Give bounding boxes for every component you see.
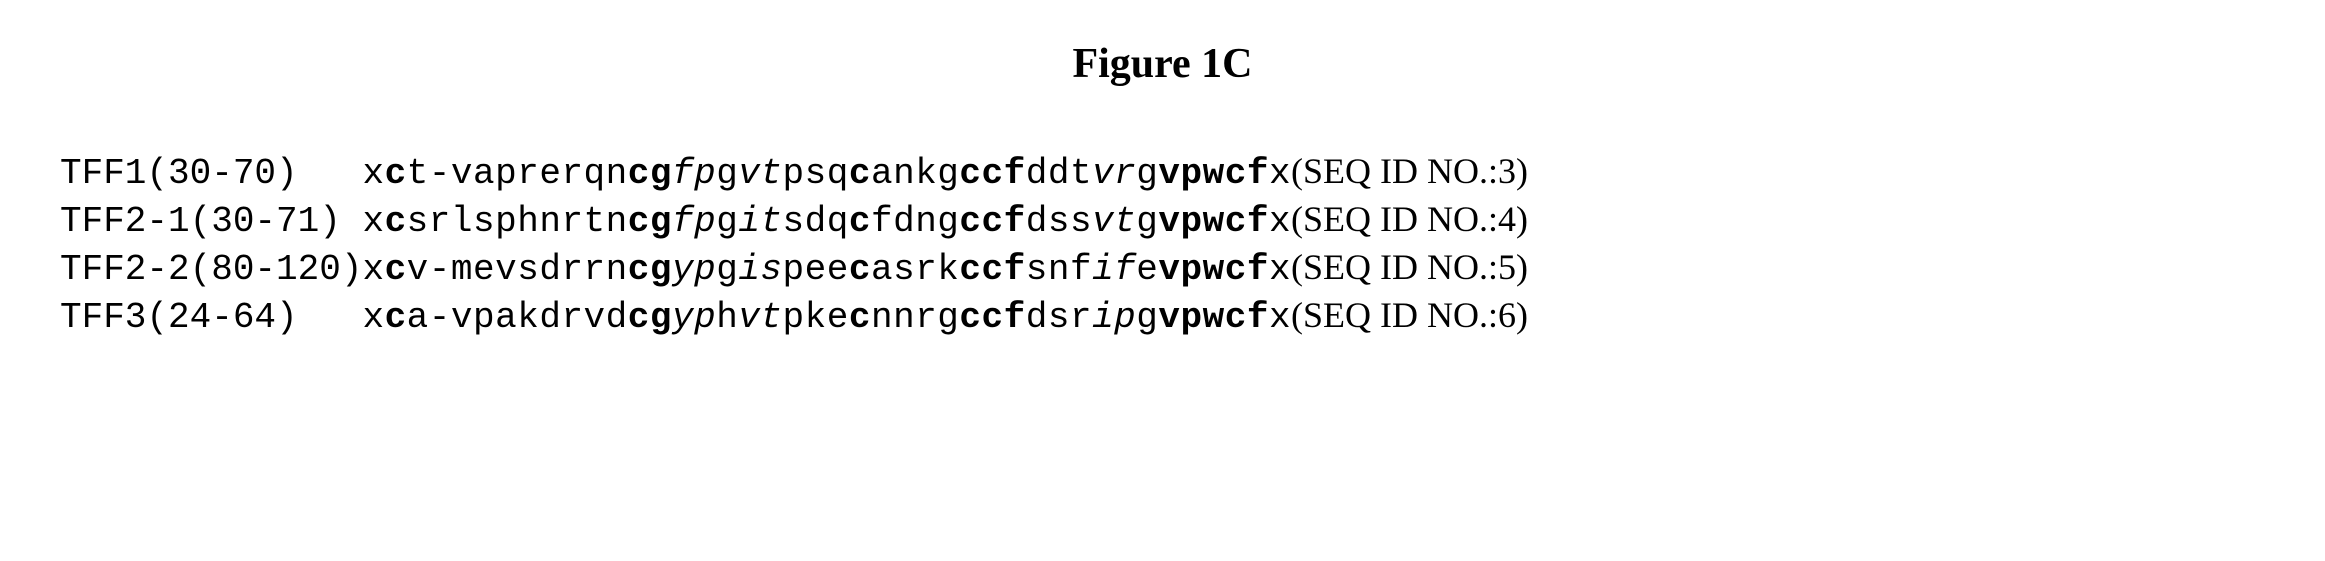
figure-title: Figure 1C bbox=[60, 40, 2265, 88]
sequence-id: (SEQ ID NO.:4) bbox=[1291, 196, 1528, 244]
sequence-body: xca-vpakdrvdcgyphvtpkecnnrgccfdsripgvpwc… bbox=[362, 292, 1291, 340]
sequence-alignment-table: TFF1(30-70)xct-vaprerqncgfpgvtpsqcankgcc… bbox=[60, 148, 1528, 340]
sequence-id: (SEQ ID NO.:3) bbox=[1291, 148, 1528, 196]
alignment-row: TFF2-1(30-71)xcsrlsphnrtncgfpgitsdqcfdng… bbox=[60, 196, 1528, 244]
sequence-body: xcv-mevsdrrncgypgispeecasrkccfsnfifevpwc… bbox=[362, 244, 1291, 292]
alignment-row: TFF3(24-64)xca-vpakdrvdcgyphvtpkecnnrgcc… bbox=[60, 292, 1528, 340]
alignment-row: TFF2-2(80-120)xcv-mevsdrrncgypgispeecasr… bbox=[60, 244, 1528, 292]
sequence-id: (SEQ ID NO.:6) bbox=[1291, 292, 1528, 340]
sequence-name: TFF1(30-70) bbox=[60, 148, 362, 196]
sequence-id: (SEQ ID NO.:5) bbox=[1291, 244, 1528, 292]
alignment-row: TFF1(30-70)xct-vaprerqncgfpgvtpsqcankgcc… bbox=[60, 148, 1528, 196]
sequence-name: TFF2-2(80-120) bbox=[60, 244, 362, 292]
sequence-body: xct-vaprerqncgfpgvtpsqcankgccfddtvrgvpwc… bbox=[362, 148, 1291, 196]
sequence-name: TFF3(24-64) bbox=[60, 292, 362, 340]
sequence-name: TFF2-1(30-71) bbox=[60, 196, 362, 244]
sequence-body: xcsrlsphnrtncgfpgitsdqcfdngccfdssvtgvpwc… bbox=[362, 196, 1291, 244]
